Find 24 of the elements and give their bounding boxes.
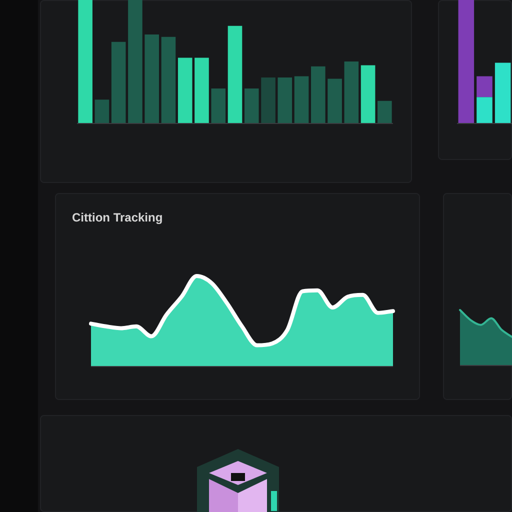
bar bbox=[261, 77, 276, 123]
bar bbox=[94, 100, 110, 123]
bar bbox=[294, 76, 309, 123]
bar bbox=[194, 58, 209, 123]
bar bbox=[178, 58, 192, 123]
bar bbox=[476, 76, 492, 98]
bar bbox=[161, 36, 176, 123]
bar bbox=[111, 42, 126, 123]
bar bbox=[278, 77, 292, 123]
bar bbox=[458, 0, 474, 123]
bar bbox=[311, 66, 326, 123]
bar bbox=[78, 0, 92, 123]
bar bbox=[476, 97, 492, 123]
bar bbox=[144, 34, 159, 123]
bar bbox=[328, 78, 342, 123]
bar bbox=[378, 100, 392, 123]
bar bbox=[344, 62, 359, 123]
bar bbox=[228, 26, 242, 123]
bar bbox=[128, 0, 142, 123]
bar bbox=[360, 65, 376, 123]
bar bbox=[211, 88, 226, 123]
bar bbox=[494, 62, 511, 123]
chart-title: Cittion Tracking bbox=[72, 210, 163, 224]
bar bbox=[244, 88, 259, 123]
